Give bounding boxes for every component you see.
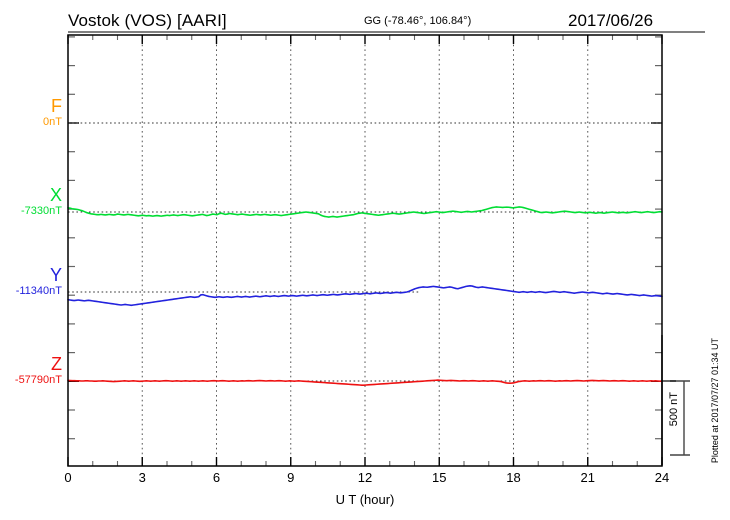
plot-frame — [67, 34, 663, 467]
component-baseline-y: -11340nT — [15, 285, 62, 297]
component-label-y: Y -11340nT — [0, 266, 62, 299]
trace-z — [67, 379, 663, 386]
component-baseline-x: -7330nT — [21, 205, 62, 217]
x-axis-label: U T (hour) — [335, 492, 395, 507]
scale-bar — [661, 335, 690, 465]
trace-y — [67, 284, 663, 307]
component-traces — [67, 206, 663, 386]
component-letter-x: X — [49, 185, 62, 205]
x-tick-label: 24 — [654, 470, 670, 485]
component-label-x: X -7330nT — [0, 186, 62, 219]
plotted-timestamp: Plotted at 2017/07/27 01:34 UT — [710, 338, 720, 464]
observation-date: 2017/06/26 — [568, 11, 654, 30]
geographic-coordinates: GG (-78.46°, 106.84°) — [364, 15, 472, 27]
component-label-f: F 0nT — [0, 97, 62, 130]
x-tick-label: 18 — [506, 470, 521, 485]
station-title: Vostok (VOS) [AARI] — [68, 11, 227, 30]
scale-bar-caption: 500 nT — [668, 392, 680, 427]
plot-border — [67, 34, 663, 467]
component-letter-y: Y — [49, 265, 62, 285]
component-label-z: Z -57790nT — [0, 355, 62, 388]
x-tick-label: 9 — [287, 470, 295, 485]
component-baseline-z: -57790nT — [14, 374, 62, 386]
x-tick-label: 0 — [64, 470, 72, 485]
component-letter-z: Z — [51, 354, 62, 374]
trace-x — [67, 206, 663, 218]
x-tick-label: 6 — [212, 470, 221, 485]
component-baseline-f: 0nT — [43, 116, 62, 128]
x-tick-label: 12 — [357, 470, 373, 485]
component-letter-f: F — [51, 96, 62, 116]
x-tick-label: 15 — [432, 470, 447, 485]
x-tick-label: 3 — [138, 470, 146, 485]
plot-grid — [141, 35, 589, 466]
x-tick-label: 21 — [580, 470, 595, 485]
